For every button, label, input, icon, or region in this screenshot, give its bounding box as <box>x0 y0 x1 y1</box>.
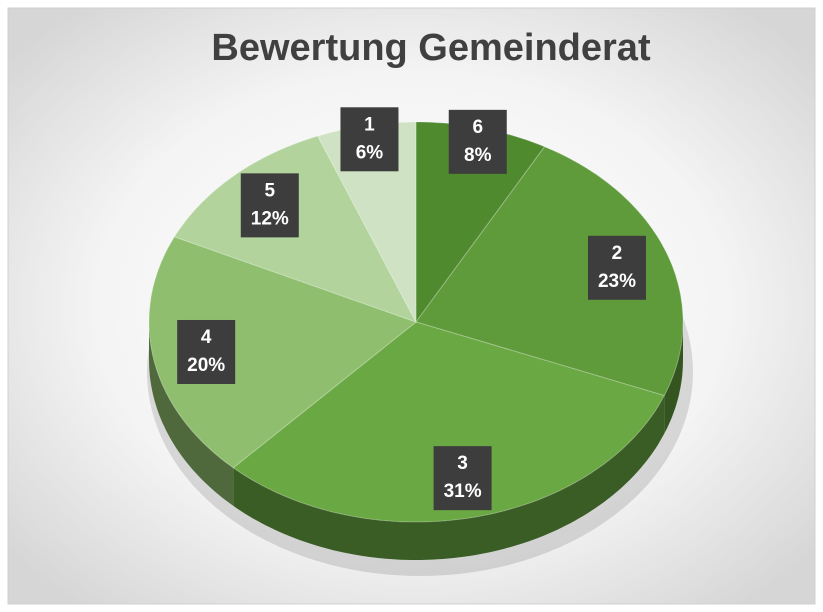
data-label-box <box>448 109 507 174</box>
data-label: 16% <box>340 107 399 172</box>
data-label: 223% <box>587 235 646 300</box>
data-label-box <box>587 235 646 300</box>
data-label: 68% <box>448 109 507 174</box>
data-label-category: 5 <box>264 180 275 201</box>
data-label-value: 31% <box>444 481 482 502</box>
data-label-value: 23% <box>598 271 636 292</box>
data-label-value: 12% <box>251 208 289 229</box>
data-label-box <box>340 107 399 172</box>
data-label-category: 3 <box>457 453 468 474</box>
pie-slice-side <box>233 395 665 560</box>
data-label-box <box>240 173 299 238</box>
data-label-value: 6% <box>356 142 384 163</box>
data-label-category: 6 <box>472 117 483 138</box>
data-label-value: 20% <box>187 355 225 376</box>
data-label-category: 1 <box>364 114 375 135</box>
data-label-box <box>433 446 492 511</box>
data-label: 512% <box>240 173 299 238</box>
data-label-category: 2 <box>612 243 623 264</box>
pie-slice <box>148 236 418 469</box>
data-label-category: 4 <box>201 327 212 348</box>
data-label-box <box>177 319 236 384</box>
pie-slice <box>232 321 666 523</box>
data-label: 420% <box>177 319 236 384</box>
pie-slice-side <box>664 322 683 434</box>
data-label: 331% <box>433 446 492 511</box>
chart-title: Bewertung Gemeinderat <box>211 27 651 69</box>
pie-slice-side <box>149 322 234 506</box>
pie-slice <box>415 146 684 397</box>
data-label-value: 8% <box>464 145 492 166</box>
